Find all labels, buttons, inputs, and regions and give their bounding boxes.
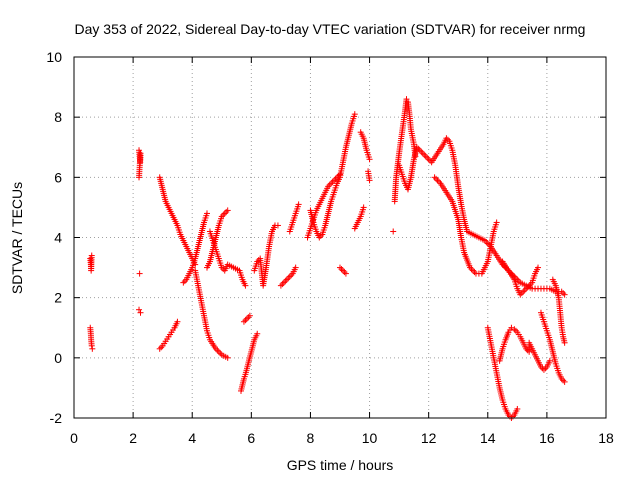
data-point — [351, 111, 358, 118]
data-point — [224, 207, 231, 214]
data-point — [561, 378, 568, 385]
x-axis-label: GPS time / hours — [287, 457, 394, 473]
data-point — [493, 219, 500, 226]
data-point — [390, 228, 397, 235]
data-point — [136, 174, 143, 181]
x-tick-label: 0 — [70, 430, 78, 446]
x-tick-label: 4 — [188, 430, 196, 446]
data-point — [174, 318, 181, 325]
data-point — [204, 210, 210, 217]
data-point — [514, 405, 521, 412]
chart-title: Day 353 of 2022, Sidereal Day-to-day VTE… — [75, 21, 586, 37]
data-marks — [87, 96, 568, 421]
y-tick-label: 2 — [54, 290, 62, 306]
data-point — [403, 96, 410, 103]
data-point — [342, 270, 349, 277]
x-tick-label: 6 — [247, 430, 255, 446]
data-point — [292, 264, 299, 271]
data-point — [137, 309, 144, 316]
x-tick-label: 18 — [598, 430, 614, 446]
data-point — [546, 357, 553, 364]
data-point — [254, 330, 261, 337]
data-point — [88, 252, 95, 259]
data-point — [366, 177, 373, 184]
data-point — [360, 204, 367, 211]
data-point — [295, 201, 302, 208]
data-point — [224, 354, 231, 361]
y-tick-label: 8 — [54, 109, 62, 125]
x-tick-label: 12 — [421, 430, 437, 446]
data-point — [246, 312, 253, 319]
data-point — [136, 306, 143, 313]
data-point — [561, 291, 568, 298]
y-tick-label: 10 — [46, 49, 62, 65]
data-point — [242, 282, 249, 289]
data-point — [561, 339, 568, 346]
x-tick-label: 10 — [362, 430, 378, 446]
y-tick-label: 0 — [54, 350, 62, 366]
y-tick-label: 4 — [54, 230, 62, 246]
data-point — [366, 156, 373, 163]
x-tick-labels: 0 2 4 6 8 10 12 14 16 18 — [70, 430, 614, 446]
axis-ticks — [73, 56, 607, 419]
data-point — [89, 345, 96, 352]
y-tick-labels: -2 0 2 4 6 8 10 — [46, 49, 62, 426]
data-point — [88, 342, 95, 349]
y-axis-label: SDTVAR / TECUs — [9, 182, 25, 294]
x-tick-label: 8 — [307, 430, 315, 446]
data-point — [136, 270, 143, 277]
data-point — [535, 264, 542, 271]
y-tick-label: -2 — [50, 410, 63, 426]
x-tick-label: 14 — [480, 430, 496, 446]
x-tick-label: 16 — [539, 430, 555, 446]
data-point — [274, 222, 281, 229]
y-tick-label: 6 — [54, 169, 62, 185]
x-tick-label: 2 — [129, 430, 137, 446]
